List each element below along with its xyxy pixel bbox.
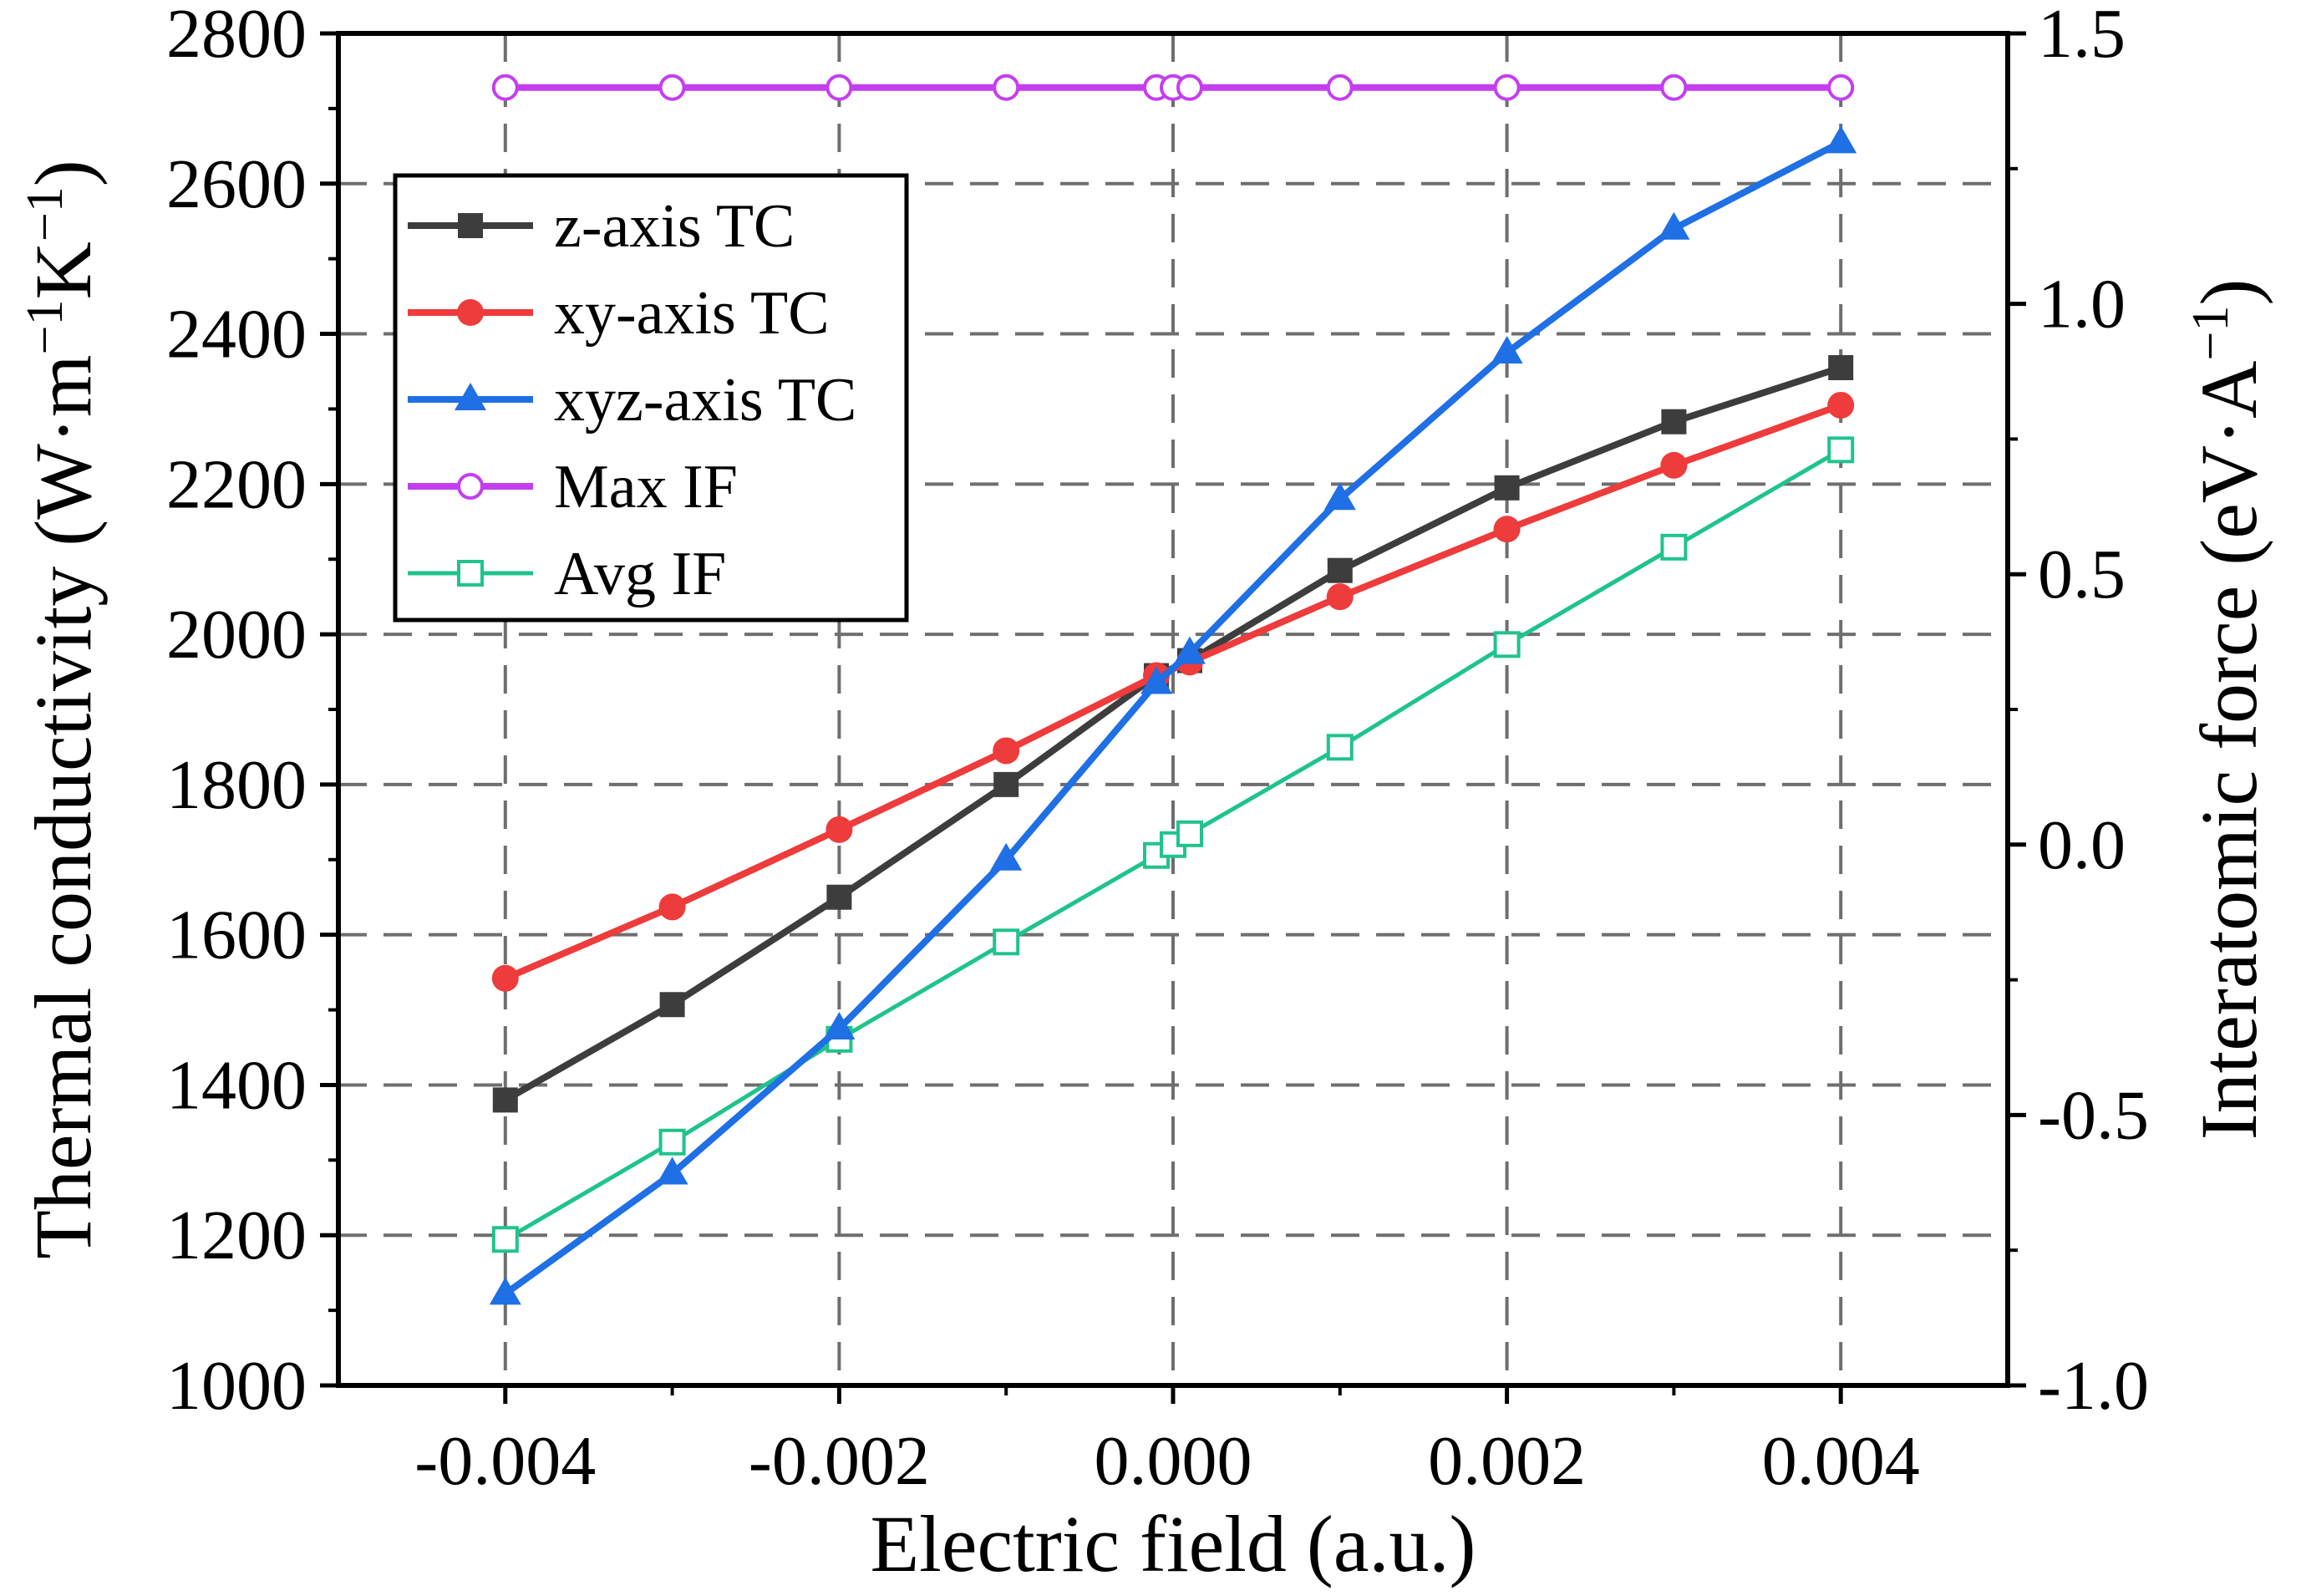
data-point-avg-if xyxy=(1493,631,1521,658)
data-point-z-axis-tc xyxy=(1327,557,1353,583)
legend-item-max-if: Max IF xyxy=(408,453,738,521)
y2-tick-label: -1.0 xyxy=(2038,1347,2149,1425)
legend-label-xy-axis-tc: xy-axis TC xyxy=(554,279,830,348)
y-tick-label: 2600 xyxy=(166,145,307,223)
data-point-avg-if xyxy=(1660,533,1688,561)
series-xyz-axis-tc xyxy=(489,125,1857,1305)
data-point-max-if xyxy=(993,74,1020,101)
x-axis-title: Electric field (a.u.) xyxy=(871,1499,1476,1588)
data-point-xyz-axis-tc xyxy=(990,842,1023,871)
y-tick-label: 1000 xyxy=(166,1347,307,1425)
data-point-xyz-axis-tc xyxy=(489,1277,521,1305)
legend-marker-avg-if xyxy=(457,560,484,587)
data-point-z-axis-tc xyxy=(1661,409,1687,435)
data-point-max-if xyxy=(1827,74,1855,101)
legend-label-z-axis-tc: z-axis TC xyxy=(554,192,795,261)
legend-label-max-if: Max IF xyxy=(554,453,738,521)
legend-marker-xy-axis-tc xyxy=(457,299,484,326)
data-point-xyz-axis-tc xyxy=(1323,482,1356,511)
x-tick-label: -0.004 xyxy=(414,1422,596,1500)
data-point-avg-if xyxy=(1326,734,1354,761)
y2-tick-label: 0.0 xyxy=(2038,806,2126,884)
y-tick-label: 1400 xyxy=(166,1046,307,1124)
data-point-z-axis-tc xyxy=(993,771,1019,797)
data-point-avg-if xyxy=(658,1128,686,1156)
data-point-xyz-axis-tc xyxy=(1658,211,1690,240)
y-tick-label: 2800 xyxy=(166,0,307,73)
data-point-xy-axis-tc xyxy=(1827,391,1855,419)
y2-tick-label: 1.5 xyxy=(2038,0,2126,73)
legend: z-axis TC xy-axis TC xyz-axis TC Max IF Avg … xyxy=(393,173,909,623)
data-point-xyz-axis-tc xyxy=(656,1156,688,1185)
series-line-xyz-axis-tc xyxy=(503,139,1843,1297)
data-point-avg-if xyxy=(491,1226,519,1253)
data-point-xy-axis-tc xyxy=(1660,451,1688,479)
data-point-z-axis-tc xyxy=(659,992,685,1018)
y2-axis-title: Interatomic force (eV·A−1) xyxy=(2182,279,2273,1141)
legend-item-xyz-axis-tc: xyz-axis TC xyxy=(408,366,856,435)
series-max-if xyxy=(491,74,1855,101)
data-point-avg-if xyxy=(993,928,1020,956)
data-point-xyz-axis-tc xyxy=(823,1012,856,1040)
legend-label-avg-if: Avg IF xyxy=(554,540,726,608)
data-point-avg-if xyxy=(1176,820,1203,847)
y2-tick-label: 1.0 xyxy=(2038,266,2126,343)
y2-tick-label: -0.5 xyxy=(2038,1076,2149,1154)
legend-marker-max-if xyxy=(457,473,484,500)
x-tick-label: -0.002 xyxy=(749,1422,930,1500)
data-point-xyz-axis-tc xyxy=(1491,336,1523,364)
data-point-max-if xyxy=(658,74,686,101)
x-tick-label: 0.002 xyxy=(1428,1422,1586,1500)
y-tick-label: 2400 xyxy=(166,296,307,374)
legend-item-avg-if: Avg IF xyxy=(408,540,726,608)
data-point-max-if xyxy=(1660,74,1688,101)
legend-marker-xyz-axis-tc xyxy=(455,383,486,410)
data-point-xyz-axis-tc xyxy=(1825,125,1857,154)
data-point-z-axis-tc xyxy=(826,884,852,910)
data-point-max-if xyxy=(1326,74,1354,101)
data-point-xy-axis-tc xyxy=(1493,516,1521,543)
data-point-max-if xyxy=(491,74,519,101)
data-point-z-axis-tc xyxy=(1828,355,1854,381)
data-point-xy-axis-tc xyxy=(658,893,686,921)
data-point-z-axis-tc xyxy=(1494,475,1520,501)
ticks: -0.004 -0.002 0.000 0.002 0.004 1000 1200 1400 1… xyxy=(166,0,2149,1500)
legend-item-xy-axis-tc: xy-axis TC xyxy=(408,279,830,348)
legend-item-z-axis-tc: z-axis TC xyxy=(408,192,795,261)
x-tick-label: 0.004 xyxy=(1762,1422,1920,1500)
y-tick-label: 2000 xyxy=(166,596,307,673)
data-point-max-if xyxy=(1493,74,1521,101)
legend-marker-z-axis-tc xyxy=(458,213,483,238)
x-tick-label: 0.000 xyxy=(1095,1422,1252,1500)
y-tick-label: 2200 xyxy=(166,445,307,523)
data-point-xyz-axis-tc xyxy=(1140,666,1173,694)
data-point-max-if xyxy=(825,74,853,101)
series-layer xyxy=(489,74,1857,1305)
data-point-max-if xyxy=(1176,74,1203,101)
y-tick-label: 1600 xyxy=(166,897,307,974)
data-point-xy-axis-tc xyxy=(825,816,853,843)
y-tick-label: 1800 xyxy=(166,746,307,824)
data-point-z-axis-tc xyxy=(492,1087,518,1113)
data-point-xy-axis-tc xyxy=(491,964,519,992)
data-point-xy-axis-tc xyxy=(1326,583,1354,611)
y2-tick-label: 0.5 xyxy=(2038,536,2126,613)
y-tick-label: 1200 xyxy=(166,1197,307,1274)
data-point-xyz-axis-tc xyxy=(1173,636,1206,664)
data-point-xy-axis-tc xyxy=(993,737,1020,765)
legend-label-xyz-axis-tc: xyz-axis TC xyxy=(554,366,856,435)
data-point-avg-if xyxy=(1827,436,1855,464)
y-axis-title: Thermal conductivity (W·m−1K−1) xyxy=(17,160,108,1259)
